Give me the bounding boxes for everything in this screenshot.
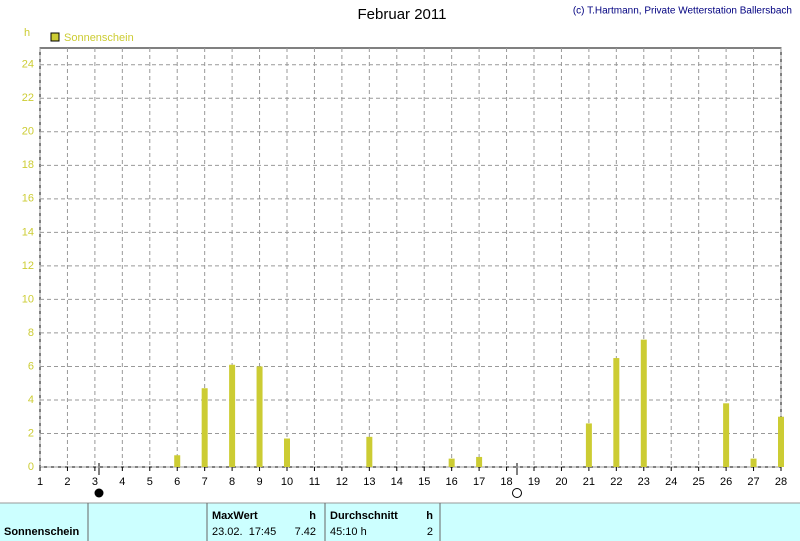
x-tick-label: 14 bbox=[391, 476, 403, 488]
table-cell: 2 bbox=[427, 526, 433, 538]
x-tick-label: 28 bbox=[775, 476, 787, 488]
table-cell: 45:10 h bbox=[330, 526, 367, 538]
table-row-label: Sonnenschein bbox=[4, 526, 79, 538]
x-tick-label: 5 bbox=[147, 476, 153, 488]
x-tick-label: 4 bbox=[119, 476, 125, 488]
table-header: h bbox=[309, 510, 316, 522]
plot-frame bbox=[39, 47, 782, 468]
table-header: Durchschnitt bbox=[330, 510, 398, 522]
x-tick-label: 12 bbox=[336, 476, 348, 488]
y-tick-label: 6 bbox=[28, 360, 34, 372]
table-bg bbox=[0, 503, 800, 541]
chart-title: Februar 2011 bbox=[358, 6, 447, 23]
table-cell: 7.42 bbox=[295, 526, 316, 538]
y-tick-label: 14 bbox=[22, 226, 34, 238]
bar bbox=[448, 458, 455, 467]
y-tick-label: 22 bbox=[22, 92, 34, 104]
x-tick-label: 8 bbox=[229, 476, 235, 488]
full-moon bbox=[512, 488, 522, 498]
bar bbox=[750, 458, 757, 467]
bar bbox=[476, 456, 483, 467]
y-tick-label: 8 bbox=[28, 327, 34, 339]
y-tick-label: 18 bbox=[22, 159, 34, 171]
table-header: h bbox=[426, 510, 433, 522]
table-cell: 23.02. 17:45 bbox=[212, 526, 276, 538]
bar bbox=[723, 403, 730, 467]
y-tick-label: 24 bbox=[22, 59, 34, 71]
x-tick-label: 10 bbox=[281, 476, 293, 488]
x-tick-label: 27 bbox=[747, 476, 759, 488]
y-tick-label: 2 bbox=[28, 427, 34, 439]
bar bbox=[229, 364, 236, 467]
x-tick-label: 24 bbox=[665, 476, 677, 488]
x-tick-label: 9 bbox=[256, 476, 262, 488]
y-tick-label: 4 bbox=[28, 394, 34, 406]
y-tick-label: 0 bbox=[28, 461, 34, 473]
bar bbox=[366, 436, 373, 467]
x-tick-label: 7 bbox=[202, 476, 208, 488]
x-tick-label: 17 bbox=[473, 476, 485, 488]
y-tick-label: 10 bbox=[22, 293, 34, 305]
x-tick-label: 13 bbox=[363, 476, 375, 488]
x-tick-label: 2 bbox=[64, 476, 70, 488]
bar bbox=[174, 455, 181, 467]
bar bbox=[585, 423, 592, 467]
bar bbox=[256, 366, 263, 467]
y-axis-label: h bbox=[24, 27, 30, 39]
x-tick-label: 11 bbox=[309, 476, 320, 488]
x-tick-label: 22 bbox=[610, 476, 622, 488]
x-tick-label: 18 bbox=[500, 476, 512, 488]
bar bbox=[778, 416, 784, 467]
y-tick-label: 20 bbox=[22, 126, 34, 138]
x-tick-label: 25 bbox=[693, 476, 705, 488]
bar bbox=[201, 388, 208, 467]
x-tick-label: 16 bbox=[446, 476, 458, 488]
y-tick-label: 12 bbox=[22, 260, 34, 272]
x-tick-label: 15 bbox=[418, 476, 430, 488]
x-tick-label: 19 bbox=[528, 476, 540, 488]
x-tick-label: 6 bbox=[174, 476, 180, 488]
x-tick-label: 20 bbox=[555, 476, 567, 488]
legend-swatch bbox=[50, 32, 60, 42]
legend-label: Sonnenschein bbox=[64, 32, 134, 44]
bar bbox=[284, 438, 290, 467]
bar bbox=[613, 358, 620, 467]
x-tick-label: 21 bbox=[583, 476, 595, 488]
table: MaxWert h Durchschnitt h Sonnenschein 23… bbox=[0, 502, 800, 541]
x-tick-label: 26 bbox=[720, 476, 732, 488]
x-tick-label: 1 bbox=[37, 476, 43, 488]
y-tick-label: 16 bbox=[22, 193, 34, 205]
credit: (c) T.Hartmann, Private Wetterstation Ba… bbox=[573, 6, 792, 17]
new-moon bbox=[94, 488, 104, 498]
x-tick-label: 23 bbox=[638, 476, 650, 488]
bar bbox=[640, 339, 647, 467]
table-header: MaxWert bbox=[212, 510, 258, 522]
x-tick-label: 3 bbox=[92, 476, 98, 488]
